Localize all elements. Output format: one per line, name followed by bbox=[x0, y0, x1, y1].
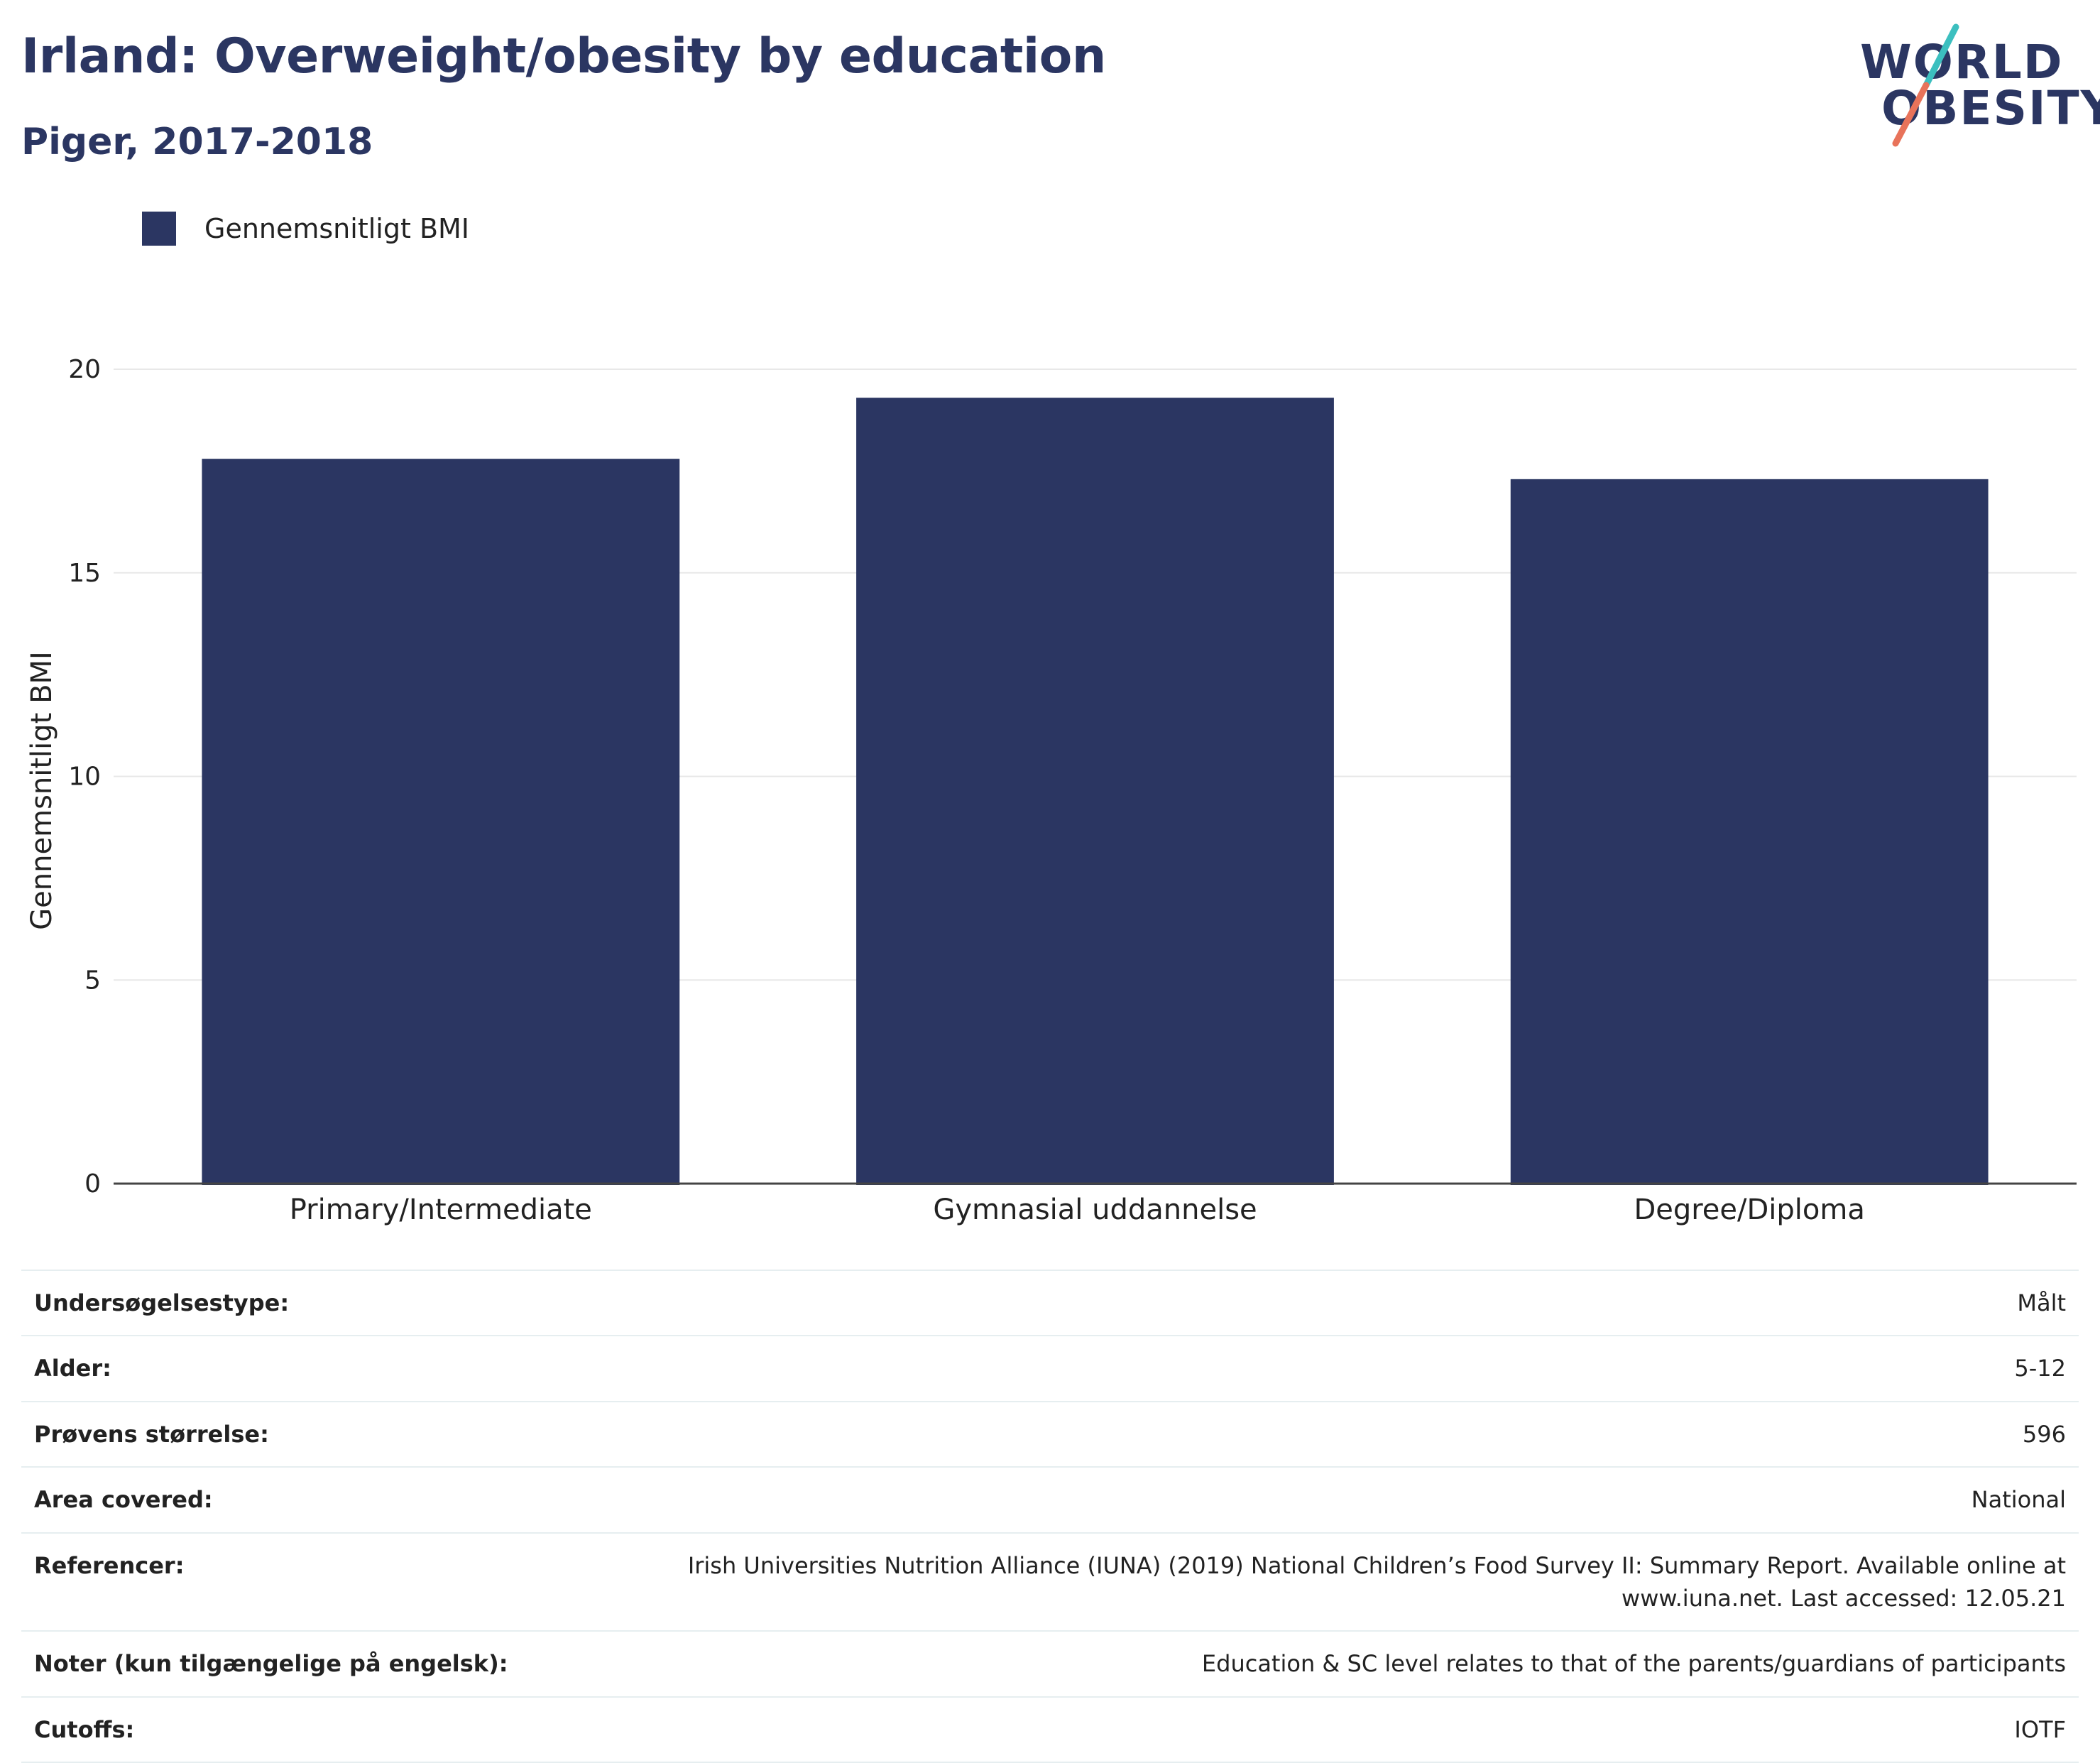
x-tick-label: Gymnasial uddannelse bbox=[933, 1194, 1257, 1226]
info-value: Målt bbox=[2017, 1289, 2066, 1316]
info-row: Undersøgelsestype: Målt bbox=[21, 1270, 2079, 1336]
bar[interactable] bbox=[856, 398, 1334, 1185]
logo-slash-icon bbox=[1892, 23, 1959, 147]
info-value: 5-12 bbox=[2014, 1355, 2066, 1382]
info-value: Irish Universities Nutrition Alliance (I… bbox=[687, 1551, 2066, 1612]
x-tick-labels: Primary/Intermediate Gymnasial uddannelse… bbox=[290, 1194, 1865, 1226]
bar-chart: 0 5 10 15 20 Primary/Intermediate Gymnasial u… bbox=[26, 355, 2077, 1226]
legend-label: Gennemsnitligt BMI bbox=[204, 213, 470, 244]
survey-info-table: Undersøgelsestype: Målt Alder: 5-12 Prøvens … bbox=[21, 1270, 2079, 1763]
info-key: Prøvens størrelse: bbox=[34, 1420, 269, 1448]
y-tick-labels: 0 5 10 15 20 bbox=[68, 355, 101, 1199]
y-tick-label: 20 bbox=[68, 355, 101, 384]
chart-subtitle: Piger, 2017-2018 bbox=[21, 121, 373, 163]
info-row: Noter (kun tilgængelige på engelsk): Educ… bbox=[21, 1631, 2079, 1697]
y-axis-title: Gennemsnitligt BMI bbox=[26, 651, 58, 930]
info-row: Cutoffs: IOTF bbox=[21, 1697, 2079, 1763]
info-row: Referencer: Irish Universities Nutrition … bbox=[21, 1533, 2079, 1632]
x-tick-label: Degree/Diploma bbox=[1634, 1194, 1864, 1226]
info-value: Education & SC level relates to that of … bbox=[1201, 1650, 2066, 1678]
legend-swatch bbox=[142, 212, 176, 246]
info-key: Cutoffs: bbox=[34, 1715, 135, 1743]
chart-legend[interactable]: Gennemsnitligt BMI bbox=[142, 212, 469, 246]
info-key: Alder: bbox=[34, 1355, 111, 1382]
info-value: 596 bbox=[2022, 1420, 2066, 1448]
x-tick-label: Primary/Intermediate bbox=[290, 1194, 592, 1226]
y-tick-label: 5 bbox=[84, 966, 101, 995]
y-tick-label: 15 bbox=[68, 559, 101, 588]
world-obesity-logo[interactable]: WORLD OBESITY bbox=[1846, 21, 2100, 149]
logo-word-obesity: OBESITY bbox=[1881, 81, 2100, 136]
bar[interactable] bbox=[202, 459, 680, 1185]
logo-word-world: WORLD bbox=[1860, 35, 2064, 89]
bars bbox=[202, 398, 1989, 1185]
info-key: Noter (kun tilgængelige på engelsk): bbox=[34, 1650, 508, 1678]
y-tick-label: 10 bbox=[68, 763, 101, 792]
y-tick-label: 0 bbox=[84, 1169, 101, 1199]
info-row: Alder: 5-12 bbox=[21, 1336, 2079, 1402]
info-key: Area covered: bbox=[34, 1486, 213, 1514]
info-row: Prøvens størrelse: 596 bbox=[21, 1402, 2079, 1468]
info-key: Undersøgelsestype: bbox=[34, 1289, 290, 1316]
bar[interactable] bbox=[1510, 479, 1989, 1185]
info-row: Area covered: National bbox=[21, 1467, 2079, 1533]
info-value: IOTF bbox=[2014, 1715, 2066, 1743]
chart-title: Irland: Overweight/obesity by education bbox=[21, 28, 1106, 84]
info-value: National bbox=[1971, 1486, 2066, 1514]
info-key: Referencer: bbox=[34, 1551, 185, 1579]
